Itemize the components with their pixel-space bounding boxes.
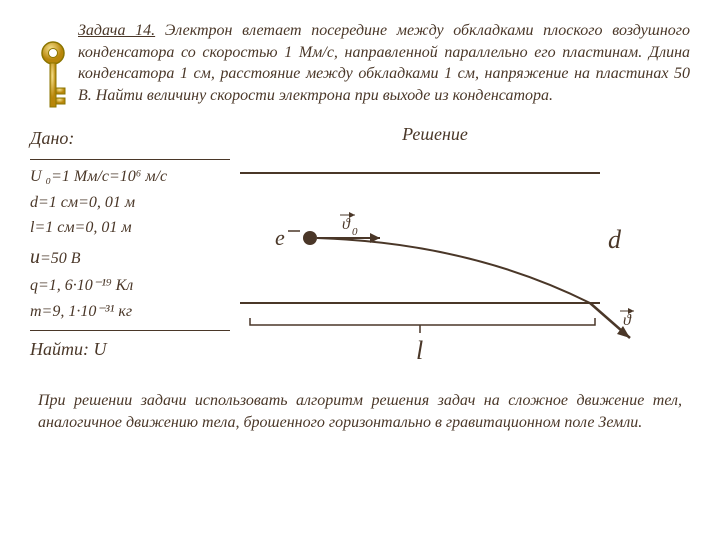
- divider: [30, 159, 230, 160]
- divider: [30, 330, 230, 331]
- find-line: Найти: U: [30, 335, 240, 364]
- given-line: m=9, 1·10⁻³¹ кг: [30, 299, 240, 325]
- problem-label: Задача 14.: [78, 22, 155, 39]
- problem-statement: Задача 14. Электрон влетает посередине м…: [78, 20, 690, 106]
- capacitor-diagram: e ϑ 0 ϑ: [220, 153, 640, 363]
- svg-text:ϑ: ϑ: [342, 216, 351, 233]
- svg-text:ϑ: ϑ: [623, 312, 632, 329]
- problem-body: Электрон влетает посередине между обклад…: [78, 22, 690, 104]
- given-line: d=1 см=0, 01 м: [30, 190, 240, 216]
- e-label: e: [275, 225, 285, 250]
- footer-hint: При решении задачи использовать алгоритм…: [30, 390, 690, 433]
- key-icon: [36, 40, 70, 125]
- solution-title: Решение: [180, 124, 690, 145]
- d-label: d: [608, 225, 622, 254]
- given-column: Дано: U ₀=1 Мм/с=10⁶ м/с d=1 см=0, 01 м …: [30, 124, 240, 364]
- given-line: l=1 см=0, 01 м: [30, 215, 240, 241]
- svg-text:0: 0: [352, 226, 358, 238]
- given-line: U ₀=1 Мм/с=10⁶ м/с: [30, 164, 240, 190]
- solution-column: Решение e ϑ 0: [240, 124, 690, 364]
- content-row: Дано: U ₀=1 Мм/с=10⁶ м/с d=1 см=0, 01 м …: [30, 124, 690, 364]
- given-line: u=50 В: [30, 241, 240, 273]
- u-value: =50 В: [40, 250, 81, 267]
- l-label: l: [416, 336, 423, 365]
- page: Задача 14. Электрон влетает посередине м…: [0, 0, 720, 443]
- u-symbol: u: [30, 246, 40, 268]
- given-line: q=1, 6·10⁻¹⁹ Кл: [30, 273, 240, 299]
